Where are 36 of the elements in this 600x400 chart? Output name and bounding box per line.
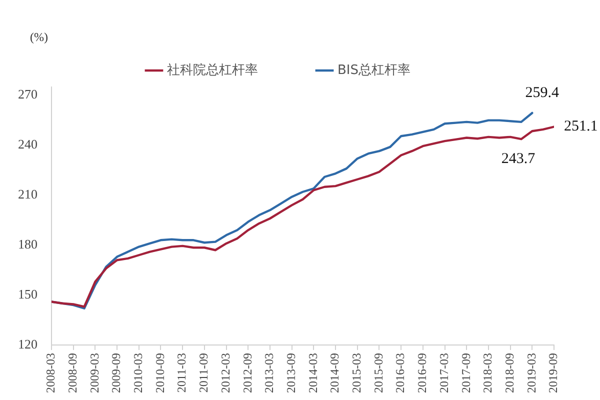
x-tick-label: 2018-03 — [480, 353, 495, 394]
x-tick-label: 2017-03 — [436, 353, 451, 394]
x-tick-label: 2012-03 — [218, 353, 232, 394]
x-tick-label: 2014-03 — [306, 353, 320, 394]
y-tick-label: 120 — [18, 336, 38, 352]
y-tick-label: 180 — [18, 236, 38, 252]
x-tick-label: 2019-09 — [546, 353, 560, 394]
y-tick-label: 210 — [18, 186, 38, 202]
x-tick-label: 2018-09 — [502, 353, 516, 394]
x-tick-label: 2015-03 — [350, 353, 364, 394]
x-tick-label: 2008-09 — [66, 353, 80, 394]
x-tick-label: 2019-03 — [524, 353, 538, 394]
x-tick-label: 2016-03 — [393, 353, 408, 394]
x-tick-label: 2014-09 — [328, 353, 342, 394]
x-tick-label: 2013-03 — [262, 353, 276, 394]
y-tick-label: 270 — [18, 86, 38, 102]
annotation: 251.1 — [564, 118, 598, 135]
x-tick-label: 2011-03 — [174, 353, 189, 393]
x-tick-label: 2010-09 — [152, 353, 167, 394]
x-tick-label: 2009-03 — [87, 353, 102, 394]
x-tick-label: 2010-03 — [131, 353, 146, 394]
legend-label: 社科院总杠杆率 — [167, 62, 258, 78]
x-tick-label: 2008-03 — [44, 353, 58, 394]
annotation: 243.7 — [501, 151, 536, 168]
x-tick-label: 2013-09 — [284, 353, 298, 394]
legend-label: BIS总杠杆率 — [338, 62, 411, 78]
y-axis-title: (%) — [30, 30, 48, 44]
x-tick-label: 2011-09 — [196, 353, 211, 393]
annotation: 259.4 — [525, 84, 560, 101]
x-tick-label: 2016-09 — [415, 353, 430, 394]
x-tick-label: 2009-09 — [109, 353, 124, 394]
y-tick-label: 240 — [18, 136, 38, 152]
x-tick-label: 2015-09 — [371, 353, 386, 394]
x-tick-label: 2017-09 — [458, 353, 473, 394]
x-tick-label: 2012-09 — [240, 353, 254, 394]
y-tick-label: 150 — [18, 286, 38, 302]
